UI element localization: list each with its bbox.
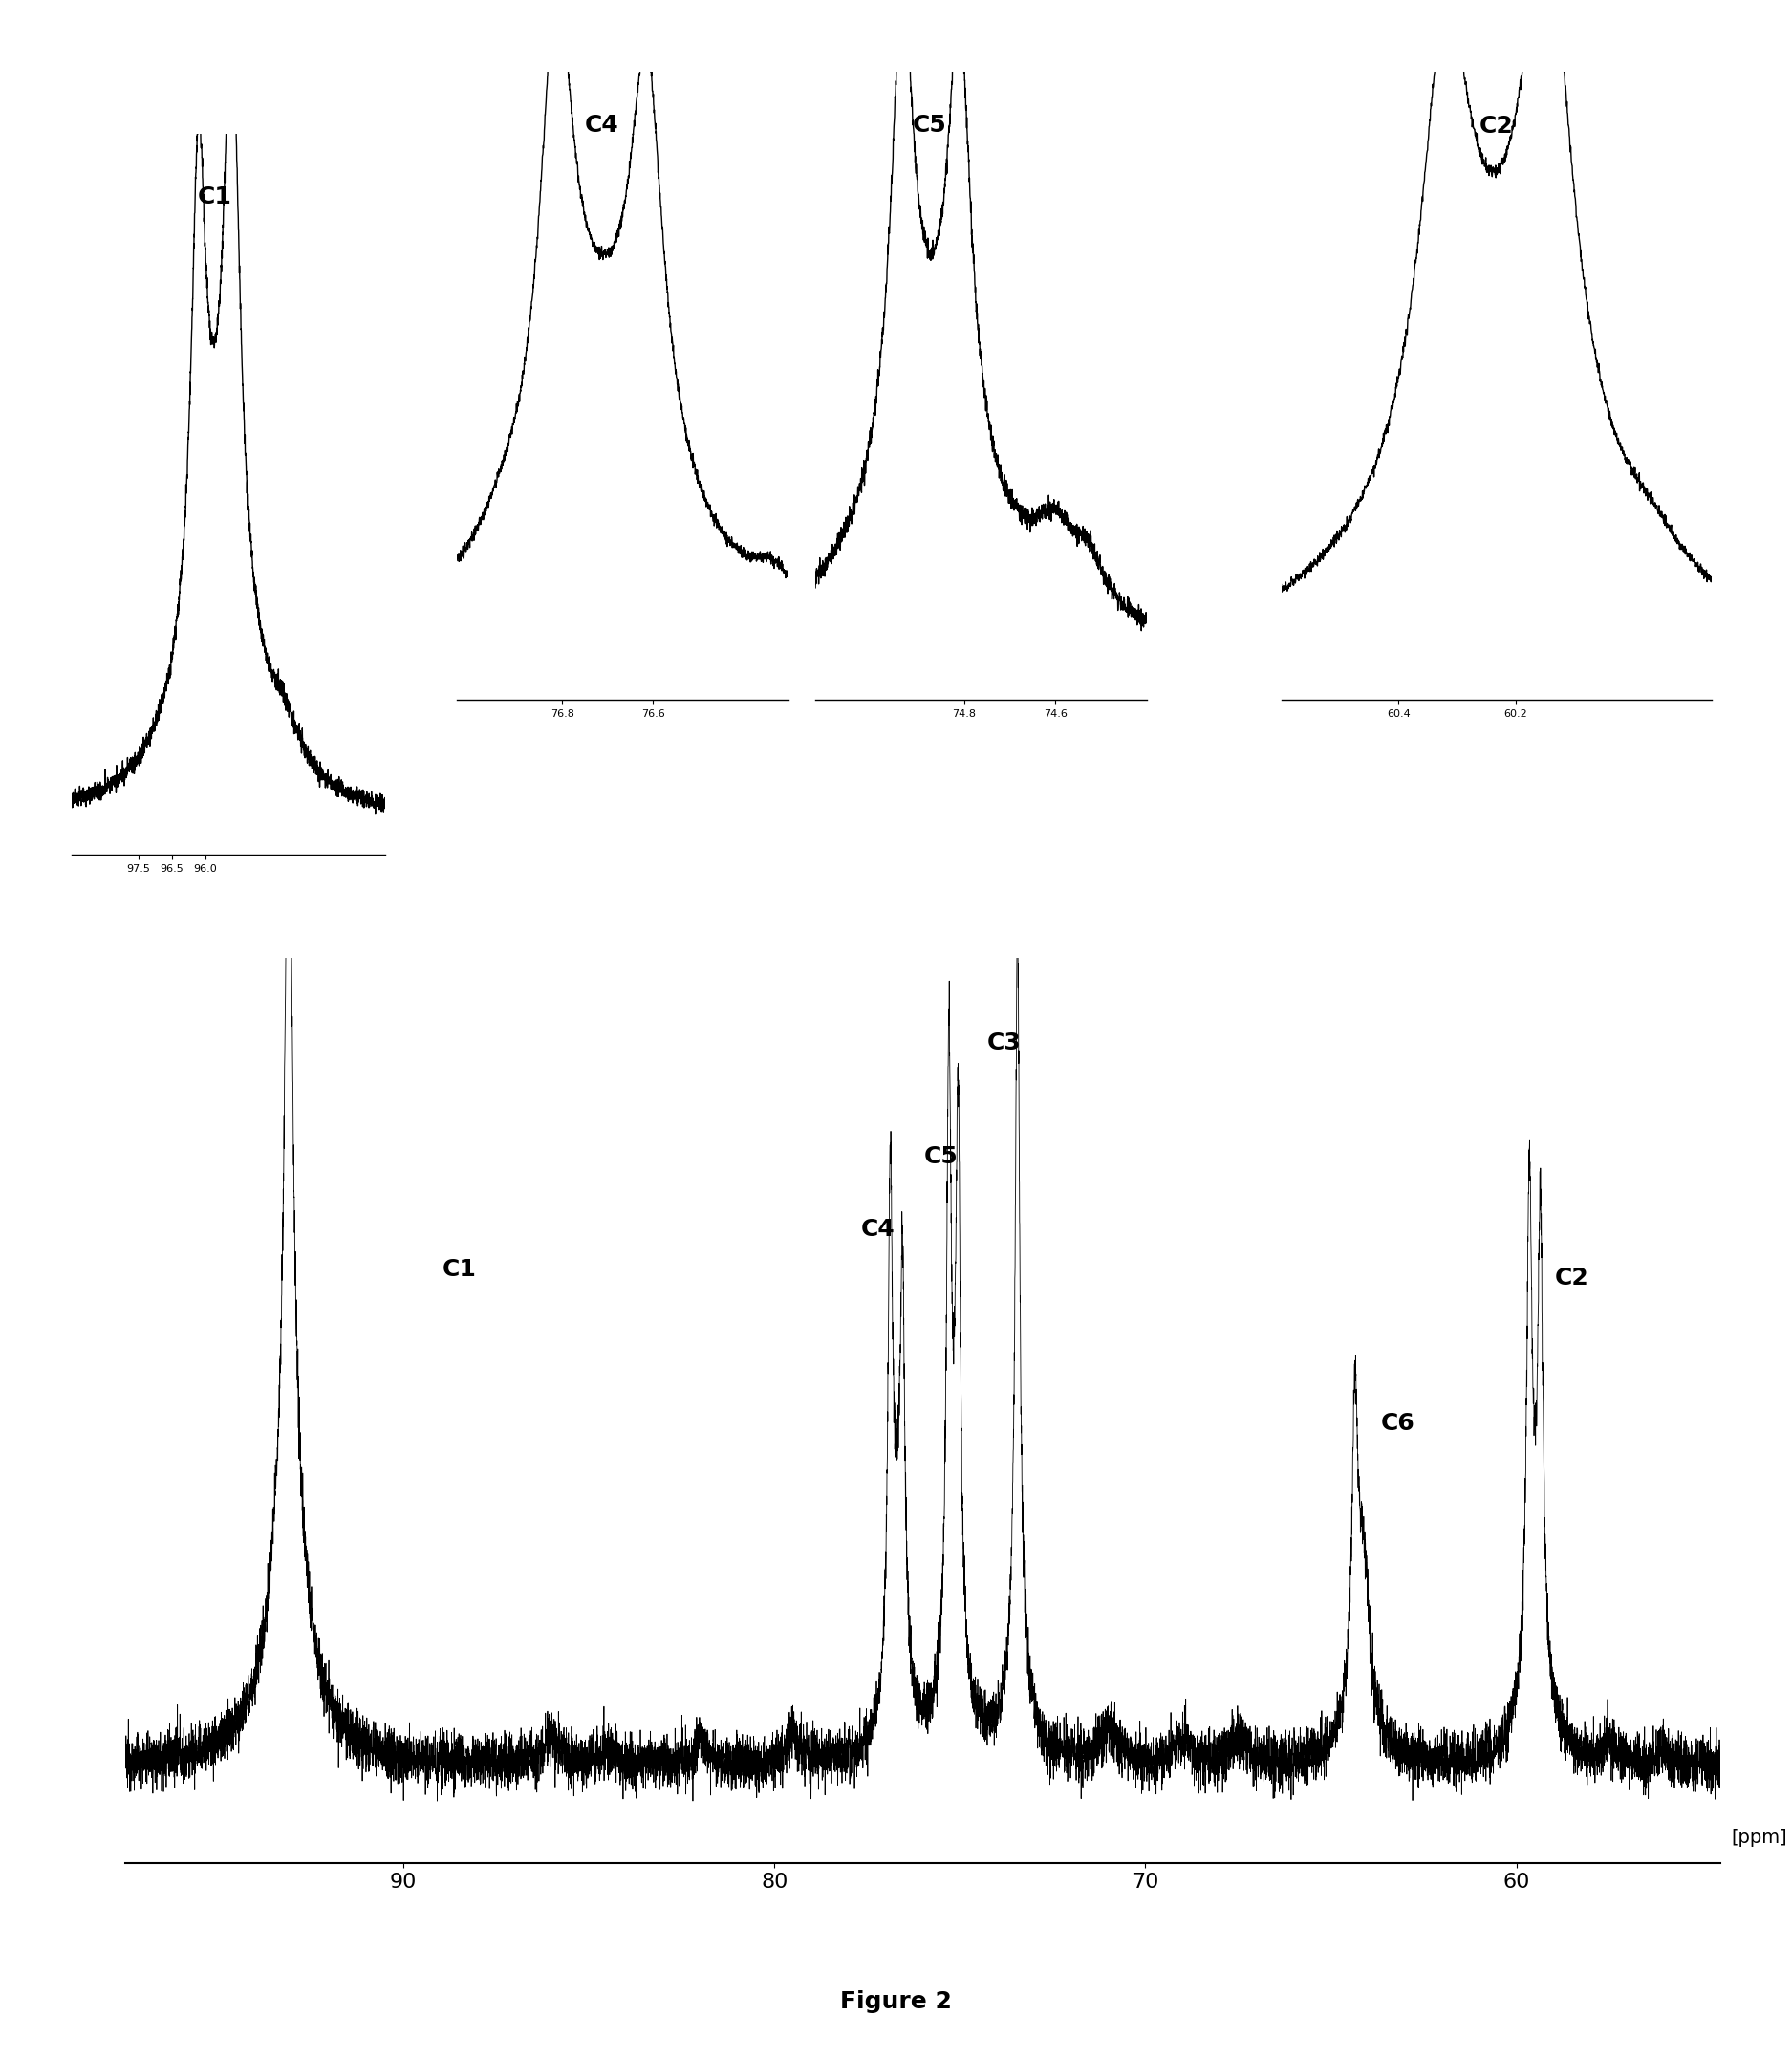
Text: C5: C5 (925, 1145, 959, 1167)
Text: [ppm]: [ppm] (1731, 1828, 1787, 1847)
Text: C4: C4 (584, 113, 618, 136)
Text: C4: C4 (862, 1217, 896, 1240)
Text: C2: C2 (1478, 115, 1514, 138)
Text: C5: C5 (912, 113, 946, 136)
Text: C1: C1 (197, 185, 233, 208)
Text: Figure 2: Figure 2 (840, 1989, 952, 2014)
Text: C3: C3 (987, 1032, 1021, 1054)
Text: C2: C2 (1555, 1266, 1590, 1289)
Text: C6: C6 (1380, 1412, 1414, 1435)
Text: C1: C1 (443, 1258, 477, 1281)
